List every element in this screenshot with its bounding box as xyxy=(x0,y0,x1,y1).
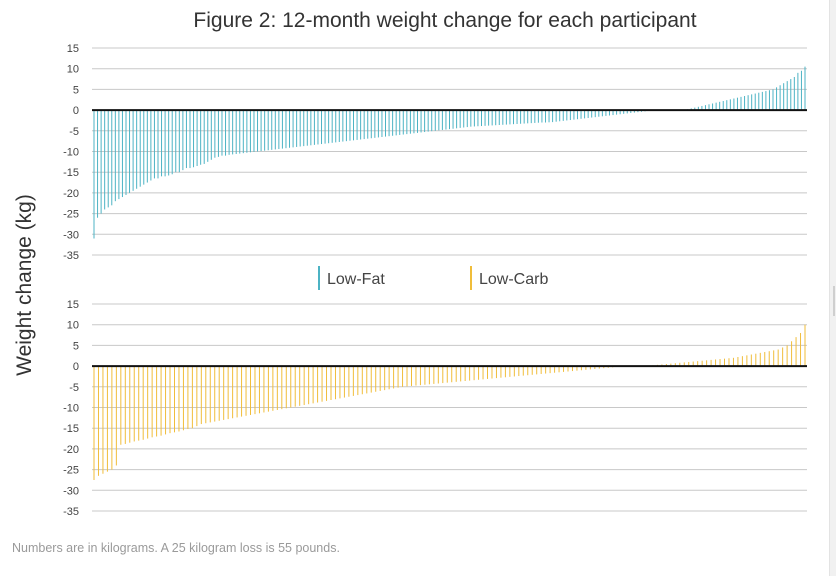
legend: Low-Fat Low-Carb xyxy=(318,266,548,290)
scroll-thumb[interactable] xyxy=(833,286,835,316)
chart-title: Figure 2: 12-month weight change for eac… xyxy=(193,9,696,32)
legend-label: Low-Carb xyxy=(479,271,548,288)
y-tick-label: -25 xyxy=(63,209,79,221)
panel-low-carb: 15 10 5 0 -5 -10 -15 -20 -25 -30 -35 xyxy=(63,299,807,518)
y-tick-label: -30 xyxy=(63,229,79,241)
y-tick-label: -10 xyxy=(63,147,79,159)
page-scroll-edge xyxy=(829,0,836,576)
y-tick-label: -35 xyxy=(63,250,79,262)
footnote: Numbers are in kilograms. A 25 kilogram … xyxy=(12,541,340,555)
y-tick-label: -5 xyxy=(69,126,79,138)
y-tick-label: -15 xyxy=(63,423,79,435)
y-tick-label: 15 xyxy=(67,43,79,55)
y-tick-label: 0 xyxy=(73,105,79,117)
legend-swatch xyxy=(470,266,472,290)
panel-low-fat: 15 10 5 0 -5 -10 -15 -20 -25 -30 -35 xyxy=(63,43,807,262)
y-tick-label: 15 xyxy=(67,299,79,311)
y-tick-label: 5 xyxy=(73,84,79,96)
legend-label: Low-Fat xyxy=(327,271,385,288)
y-tick-label: -5 xyxy=(69,382,79,394)
y-axis-label: Weight change (kg) xyxy=(13,194,36,376)
y-tick-label: -25 xyxy=(63,465,79,477)
y-tick-label: -15 xyxy=(63,167,79,179)
y-tick-label: -10 xyxy=(63,403,79,415)
y-tick-label: -20 xyxy=(63,444,79,456)
legend-swatch xyxy=(318,266,320,290)
y-tick-label: 10 xyxy=(67,320,79,332)
y-tick-label: -30 xyxy=(63,485,79,497)
y-tick-label: -20 xyxy=(63,188,79,200)
y-tick-label: 0 xyxy=(73,361,79,373)
y-tick-label: 10 xyxy=(67,64,79,76)
y-tick-label: -35 xyxy=(63,506,79,518)
y-tick-label: 5 xyxy=(73,340,79,352)
